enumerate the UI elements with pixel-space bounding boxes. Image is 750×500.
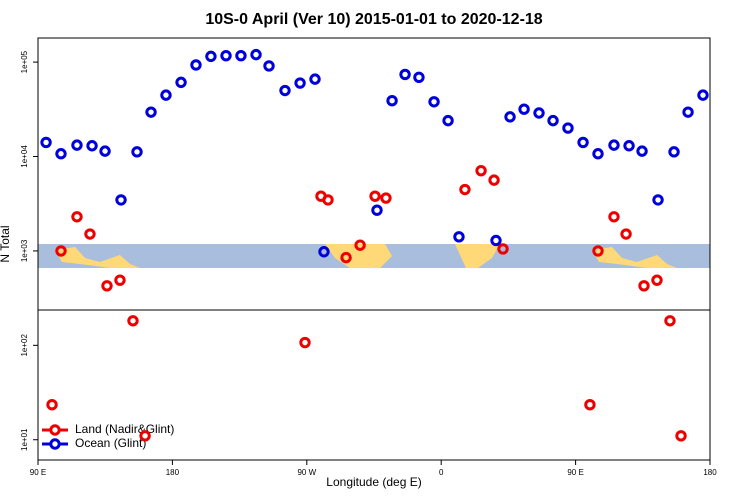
point — [608, 139, 620, 151]
point — [592, 148, 604, 160]
point — [145, 106, 157, 118]
point — [459, 183, 471, 196]
point — [577, 136, 589, 149]
point — [547, 114, 559, 127]
point — [322, 194, 334, 206]
x-tick-label: 180 — [703, 468, 717, 477]
point — [235, 49, 247, 62]
point — [518, 103, 530, 115]
legend-label: Ocean (Glint) — [75, 436, 146, 450]
y-tick-label: 1e+01 — [20, 428, 29, 451]
point — [664, 315, 676, 327]
point — [55, 148, 67, 160]
point — [139, 430, 151, 442]
point — [475, 164, 487, 177]
legend-marker — [49, 438, 61, 450]
y-axis-label: N Total — [0, 225, 12, 262]
point — [86, 140, 98, 152]
point — [71, 139, 83, 151]
point — [638, 280, 650, 292]
x-tick-label: 0 — [439, 468, 444, 477]
point — [371, 204, 383, 216]
point — [413, 71, 425, 84]
point — [55, 245, 67, 257]
point — [428, 96, 440, 108]
point — [299, 336, 311, 349]
point — [294, 77, 306, 89]
point — [115, 194, 127, 206]
point — [114, 274, 126, 286]
point — [160, 89, 172, 101]
point — [380, 192, 392, 204]
point — [675, 430, 687, 442]
point — [608, 211, 620, 223]
point — [40, 136, 52, 149]
point — [497, 243, 509, 255]
point — [651, 274, 663, 286]
point — [279, 84, 291, 97]
point — [533, 107, 545, 119]
point — [190, 59, 202, 71]
point — [71, 211, 83, 223]
point — [620, 228, 632, 240]
y-tick-label: 1e+04 — [20, 145, 29, 168]
x-tick-label: 90 E — [30, 468, 46, 477]
point — [101, 280, 113, 292]
point — [369, 190, 381, 202]
y-tick-label: 1e+02 — [20, 334, 29, 357]
point — [354, 239, 366, 251]
point — [584, 399, 596, 411]
y-tick-label: 1e+05 — [20, 50, 29, 73]
point — [562, 122, 574, 134]
point — [592, 245, 604, 257]
point — [504, 111, 516, 123]
point — [175, 76, 187, 89]
point — [309, 73, 321, 85]
point — [442, 114, 454, 127]
point — [636, 145, 648, 157]
point — [220, 49, 232, 62]
y-tick-label: 1e+03 — [20, 239, 29, 262]
x-tick-label: 90 E — [567, 468, 583, 477]
point — [46, 399, 58, 411]
point — [488, 174, 500, 186]
point — [99, 145, 111, 157]
point — [453, 231, 465, 243]
point — [652, 194, 664, 206]
point — [205, 50, 217, 63]
map-strip — [38, 244, 710, 268]
point — [84, 228, 96, 240]
point — [399, 68, 411, 81]
point — [682, 106, 694, 118]
point — [127, 315, 139, 327]
point — [668, 146, 680, 158]
chart-title: 10S-0 April (Ver 10) 2015-01-01 to 2020-… — [205, 11, 542, 28]
legend: Land (Nadir&Glint)Ocean (Glint) — [42, 422, 174, 450]
legend-label: Land (Nadir&Glint) — [75, 422, 174, 436]
point — [131, 146, 143, 158]
point — [263, 60, 275, 72]
x-tick-label: 90 W — [297, 468, 316, 477]
x-tick-label: 180 — [166, 468, 180, 477]
x-axis-label: Longitude (deg E) — [326, 475, 421, 489]
point — [490, 234, 502, 247]
point — [318, 246, 330, 258]
point — [697, 89, 709, 101]
plot-frame — [37, 37, 711, 461]
point — [623, 140, 635, 152]
point — [340, 251, 352, 264]
point — [386, 95, 398, 107]
legend-marker — [49, 424, 61, 436]
point — [250, 48, 262, 61]
